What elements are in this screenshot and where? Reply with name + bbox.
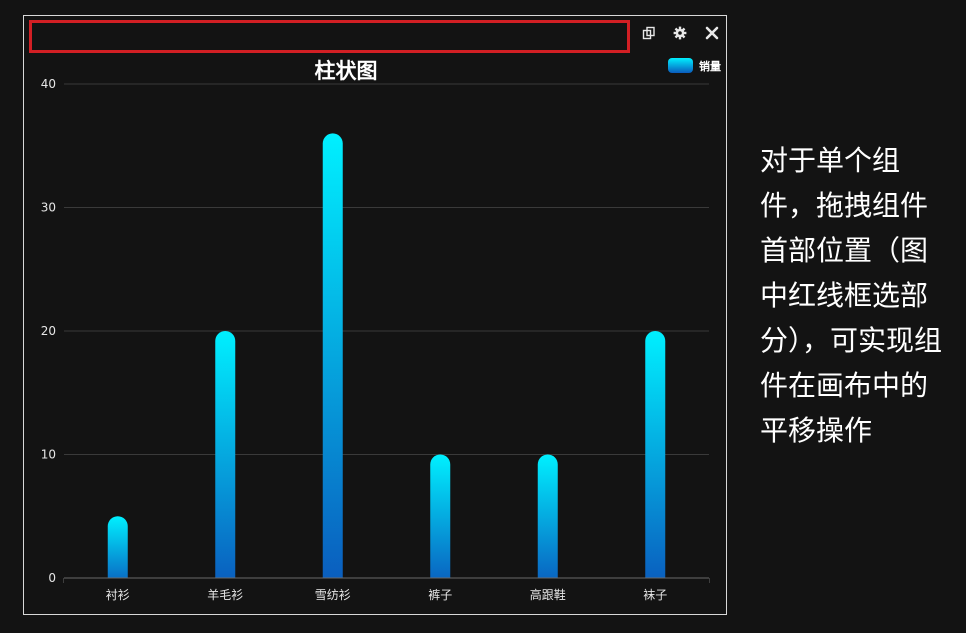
bar (645, 331, 666, 588)
close-icon[interactable] (703, 24, 721, 42)
chart-widget[interactable]: 柱状图 销量 0 10 20 30 40 衬衫 羊毛衫 雪纺衫 裤子 高跟鞋 袜子 (23, 15, 727, 615)
bar-chart: 柱状图 销量 0 10 20 30 40 衬衫 羊毛衫 雪纺衫 裤子 高跟鞋 袜子 (41, 58, 721, 602)
x-tick-label: 雪纺衫 (315, 588, 351, 602)
bar (537, 454, 558, 588)
x-tick-label: 羊毛衫 (207, 587, 243, 602)
axis-mask (64, 578, 709, 590)
legend-label: 销量 (699, 59, 721, 73)
x-tick-label: 衬衫 (106, 588, 130, 602)
y-tick-label: 0 (48, 571, 56, 585)
chart-title: 柱状图 (315, 59, 378, 83)
widget-drag-handle[interactable] (29, 20, 630, 53)
legend-swatch (668, 58, 693, 73)
x-tick-label: 袜子 (643, 588, 667, 602)
bar (322, 133, 343, 588)
chart-legend[interactable]: 销量 (668, 58, 721, 73)
gear-icon[interactable] (671, 24, 689, 42)
y-tick-label: 20 (41, 324, 56, 338)
y-tick-label: 40 (41, 77, 56, 91)
bar (215, 331, 236, 588)
x-tick-label: 高跟鞋 (530, 587, 566, 602)
bar (107, 516, 128, 588)
instruction-note: 对于单个组件，拖拽组件首部位置（图中红线框选部分），可实现组件在画布中的平移操作 (760, 144, 943, 447)
bar (430, 454, 451, 588)
y-tick-label: 10 (41, 448, 56, 462)
x-tick-label: 裤子 (428, 588, 452, 602)
y-tick-label: 30 (41, 201, 56, 215)
copy-icon[interactable] (640, 24, 658, 42)
